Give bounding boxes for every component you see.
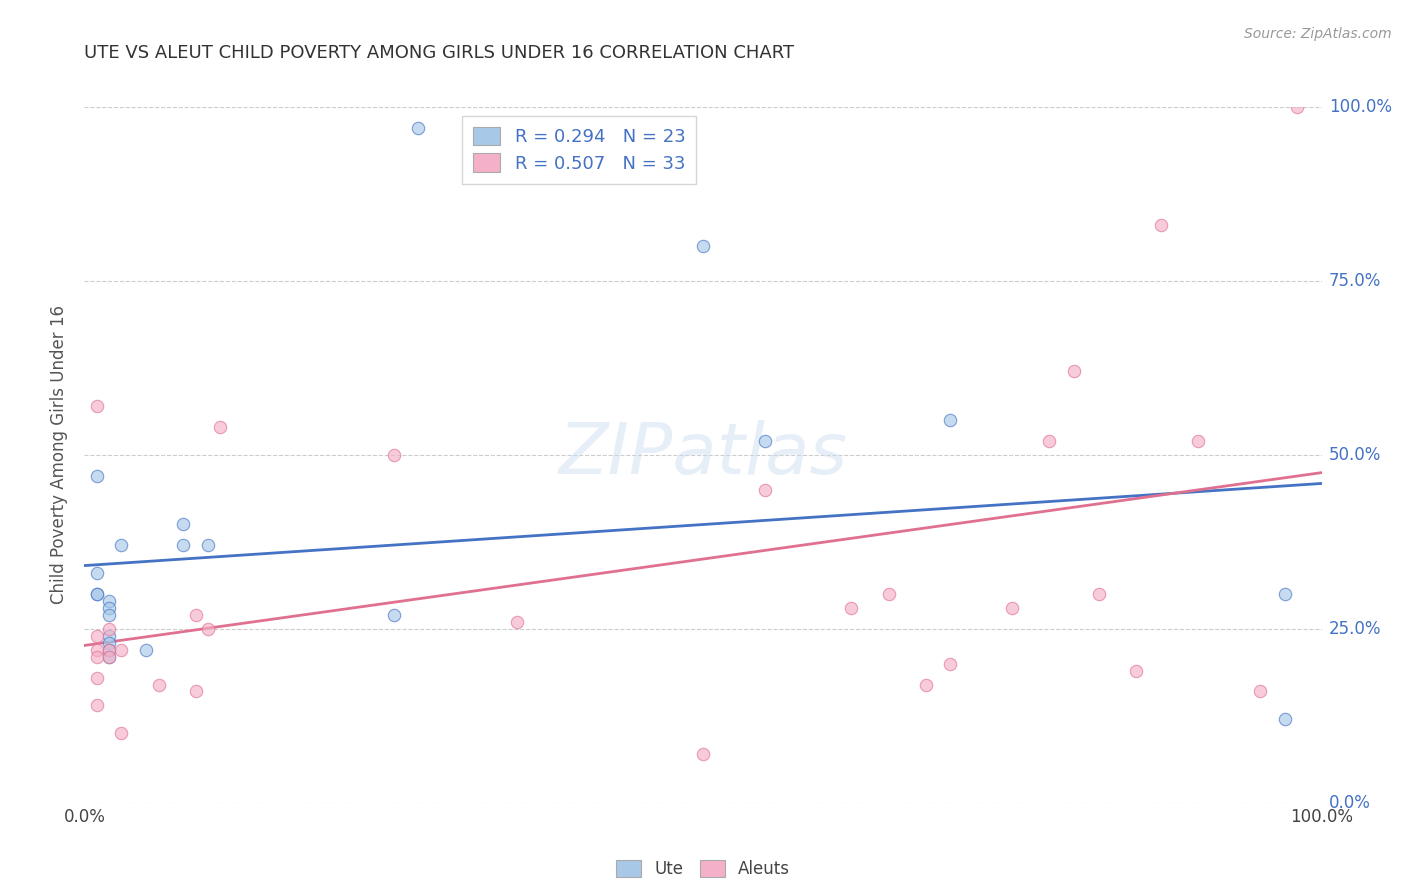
Text: 0.0%: 0.0% (1329, 794, 1371, 812)
Point (1274, 587, 1296, 601)
Point (382, 607, 405, 622)
Text: ZIPatlas: ZIPatlas (558, 420, 848, 490)
Point (408, 120, 430, 135)
Point (1285, 100, 1308, 114)
Point (1001, 601, 1024, 615)
Text: 75.0%: 75.0% (1329, 272, 1381, 290)
Point (197, 622, 219, 636)
Legend: Ute, Aleuts: Ute, Aleuts (609, 853, 797, 884)
Point (98, 607, 121, 622)
Point (1038, 434, 1060, 448)
Text: 50.0%: 50.0% (1329, 446, 1381, 464)
Point (1125, 664, 1147, 678)
Point (197, 538, 219, 552)
Text: 25.0%: 25.0% (1329, 620, 1381, 638)
Point (110, 726, 132, 740)
Point (86, 468, 108, 483)
Point (506, 615, 529, 629)
Point (1063, 364, 1085, 378)
Point (382, 448, 405, 462)
Point (754, 483, 776, 497)
Point (1088, 587, 1111, 601)
Point (148, 677, 170, 691)
Point (98, 649, 121, 664)
Point (86, 566, 108, 581)
Point (1274, 712, 1296, 726)
Point (184, 684, 207, 698)
Point (86, 698, 108, 713)
Point (98, 622, 121, 636)
Point (86, 671, 108, 685)
Point (110, 538, 132, 552)
Point (692, 239, 714, 253)
Point (692, 747, 714, 761)
Point (1187, 434, 1209, 448)
Point (939, 413, 962, 427)
Point (172, 517, 194, 532)
Point (841, 601, 863, 615)
Point (98, 629, 121, 643)
Point (98, 649, 121, 664)
Point (98, 636, 121, 650)
Point (98, 594, 121, 608)
Point (86, 587, 108, 601)
Text: 100.0%: 100.0% (1329, 98, 1392, 116)
Point (1249, 684, 1271, 698)
Point (135, 642, 157, 657)
Point (86, 649, 108, 664)
Point (86, 587, 108, 601)
Y-axis label: Child Poverty Among Girls Under 16: Child Poverty Among Girls Under 16 (51, 305, 69, 605)
Point (86, 629, 108, 643)
Text: Source: ZipAtlas.com: Source: ZipAtlas.com (1244, 27, 1392, 41)
Point (939, 657, 962, 671)
Point (1150, 219, 1173, 233)
Point (877, 587, 900, 601)
Point (172, 538, 194, 552)
Point (86, 642, 108, 657)
Point (110, 642, 132, 657)
Text: UTE VS ALEUT CHILD POVERTY AMONG GIRLS UNDER 16 CORRELATION CHART: UTE VS ALEUT CHILD POVERTY AMONG GIRLS U… (84, 45, 794, 62)
Point (209, 420, 232, 434)
Point (98, 642, 121, 657)
Point (98, 642, 121, 657)
Point (98, 601, 121, 615)
Point (914, 677, 936, 691)
Point (754, 434, 776, 448)
Point (86, 399, 108, 413)
Point (184, 607, 207, 622)
